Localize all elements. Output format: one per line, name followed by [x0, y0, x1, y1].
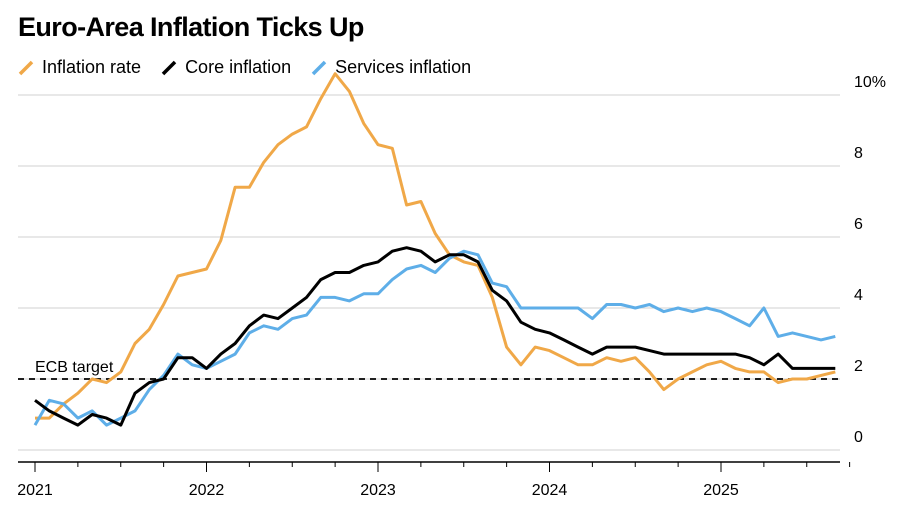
- chart-title: Euro-Area Inflation Ticks Up: [18, 12, 364, 42]
- x-tick-label-2023: 2023: [360, 482, 396, 499]
- legend-label-core-inflation: Core inflation: [185, 57, 292, 77]
- x-tick-label-2022: 2022: [189, 482, 225, 499]
- y-tick-label-6: 6: [854, 216, 863, 233]
- legend-label-inflation-rate: Inflation rate: [42, 57, 142, 77]
- legend: Inflation rate Core inflation Services i…: [18, 57, 491, 78]
- legend-swatch-inflation-rate: [18, 60, 34, 75]
- y-tick-label-4: 4: [854, 287, 863, 304]
- legend-item-core-inflation: Core inflation: [161, 57, 291, 78]
- y-tick-label-8: 8: [854, 145, 863, 162]
- legend-item-inflation-rate: Inflation rate: [18, 57, 141, 78]
- series-line-core-inflation: [34, 246, 836, 427]
- series-line-services-inflation: [33, 249, 836, 427]
- series-line-inflation-rate: [35, 72, 836, 420]
- x-tick-label-2025: 2025: [703, 482, 739, 499]
- legend-label-services-inflation: Services inflation: [335, 57, 472, 77]
- ecb-target-label: ECB target: [35, 359, 114, 376]
- legend-swatch-core-inflation: [161, 60, 177, 75]
- y-tick-label-0: 0: [854, 429, 863, 446]
- x-tick-label-2024: 2024: [532, 482, 568, 499]
- legend-swatch-services-inflation: [311, 60, 327, 75]
- y-tick-label-10: 10%: [854, 74, 886, 91]
- legend-item-services-inflation: Services inflation: [311, 57, 471, 78]
- y-tick-label-2: 2: [854, 358, 863, 375]
- x-tick-label-2021: 2021: [17, 482, 53, 499]
